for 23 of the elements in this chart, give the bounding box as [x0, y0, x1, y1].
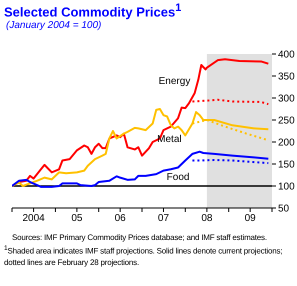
- y-tick-label: 250: [278, 116, 296, 127]
- x-tick-label: 06: [114, 213, 126, 224]
- y-tick-label: 400: [278, 50, 296, 61]
- chart-subtitle: (January 2004 = 100): [6, 20, 102, 31]
- y-tick-label: 200: [278, 138, 296, 149]
- series-label: Energy: [158, 76, 190, 88]
- y-tick-label: 100: [278, 182, 296, 193]
- text: $^{1}$Shaded area indicates IMF staff projections. Solid lines denote current projections; dotted lines are February 28 projections.: [4, 244, 284, 268]
- x-tick-label: 08: [201, 213, 213, 224]
- line-series: [12, 150, 270, 188]
- series-label: Metal: [157, 134, 182, 145]
- y-tick-label: 150: [278, 160, 296, 171]
- x-tick-label: 2004: [22, 213, 46, 224]
- line-series: [12, 108, 270, 187]
- source-note: Sources: IMF Primary Commodity Prices database; and IMF staff estimates.: [11, 232, 268, 243]
- x-tick-label: 07: [158, 213, 170, 224]
- chart-title: Selected Commodity Prices$^{1}$: [4, 2, 182, 20]
- x-tick-label: 05: [71, 213, 83, 224]
- x-tick-label: 09: [244, 213, 256, 224]
- y-tick-label: 300: [278, 94, 296, 105]
- series-label: Food: [166, 172, 190, 184]
- y-tick-label: 50: [278, 204, 290, 215]
- y-tick-label: 350: [278, 72, 296, 83]
